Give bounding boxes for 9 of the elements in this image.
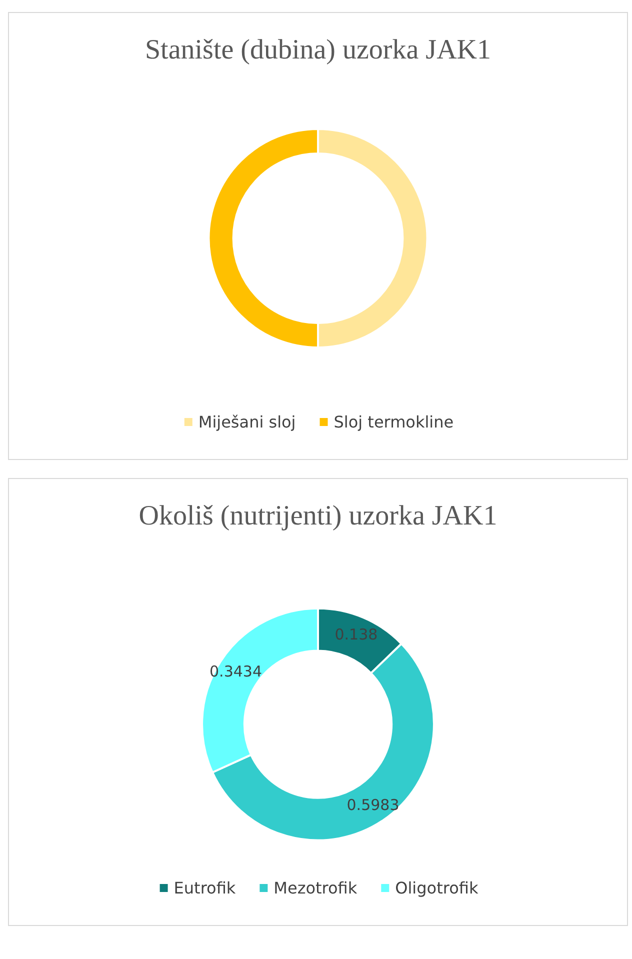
legend-label: Sloj termokline (334, 412, 454, 432)
legend-label: Oligotrofik (395, 878, 479, 898)
legend-label: Miješani sloj (198, 412, 296, 432)
data-label: 0.138 (334, 625, 378, 644)
data-label: 0.5983 (346, 796, 400, 814)
chart-title: Okoliš (nutrijenti) uzorka JAK1 (138, 500, 498, 532)
legend-label: Mezotrofik (274, 878, 358, 898)
legend-label: Eutrofik (174, 878, 236, 898)
chart-title: Stanište (dubina) uzorka JAK1 (144, 34, 492, 66)
